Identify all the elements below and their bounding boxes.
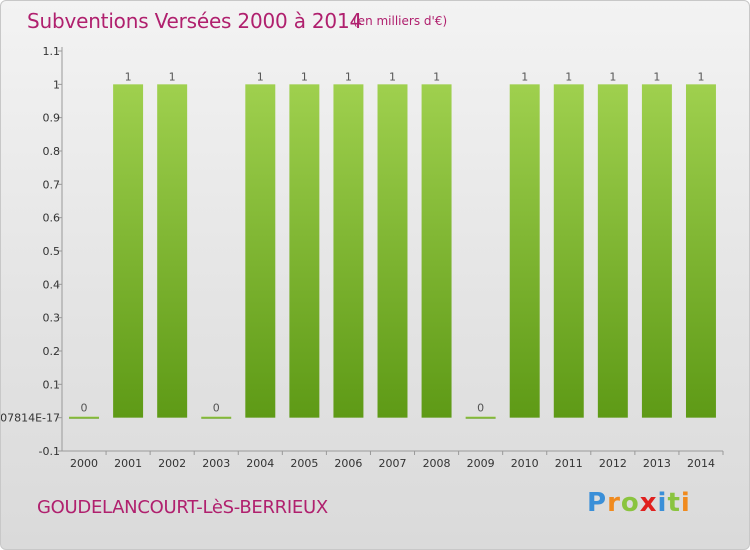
bar [201,416,232,419]
x-tick-label: 2002 [158,457,186,470]
x-tick-label: 2004 [246,457,274,470]
y-tick-label: -0.1 [39,445,60,458]
data-label: 1 [565,70,572,83]
logo-letter: x [639,488,658,518]
x-tick-label: 2011 [555,457,583,470]
data-label: 0 [81,402,88,415]
x-tick-label: 2000 [70,457,98,470]
y-tick-label: 0.7 [43,178,61,191]
bar [553,84,584,418]
bar [685,84,716,418]
commune-name: GOUDELANCOURT-LèS-BERRIEUX [37,497,328,518]
y-tick-label: 0.3 [43,312,61,325]
data-label: 1 [521,70,528,83]
data-label: 0 [477,402,484,415]
bars [69,84,716,419]
logo-letter: t [667,488,681,518]
x-tick-label: 2010 [511,457,539,470]
bar [421,84,452,418]
bar [289,84,320,418]
data-label: 1 [697,70,704,83]
x-tick-label: 2003 [202,457,230,470]
x-tick-label: 2012 [599,457,627,470]
bar [641,84,672,418]
bar [509,84,540,418]
x-tick-label: 2008 [423,457,451,470]
bar [245,84,276,418]
bar [465,416,496,419]
data-label: 1 [609,70,616,83]
logo-letter: r [607,488,621,518]
logo-letter: i [680,488,691,518]
bar [69,416,100,419]
data-label: 1 [653,70,660,83]
data-label: 1 [169,70,176,83]
bar [333,84,364,418]
bar [597,84,628,418]
x-tick-label: 2013 [643,457,671,470]
data-label: 0 [213,402,220,415]
data-label: 1 [345,70,352,83]
y-tick-label: 0.6 [43,212,61,225]
y-tick-label: 0.5 [43,245,61,258]
y-tick-label: 0.9 [43,112,61,125]
data-label: 1 [433,70,440,83]
data-labels: 0 1 1 0 1 1 1 1 1 0 1 1 1 1 1 [81,70,705,414]
data-label: 1 [301,70,308,83]
x-tick-label: 2009 [467,457,495,470]
x-tick-label: 2007 [379,457,407,470]
data-label: 1 [125,70,132,83]
chart-title: Subventions Versées 2000 à 2014 [27,9,363,33]
y-tick-label: 1.3877787807814E-17 [1,412,60,425]
logo-letter: i [657,488,668,518]
logo-letter: o [620,488,640,518]
bar [157,84,188,418]
y-tick-label: 0.8 [43,145,61,158]
y-tick-label: 0.4 [43,278,61,291]
x-axis: 2000 2001 2002 2003 2004 2005 2006 2007 2008 2009… [62,450,724,470]
chart-unit: (en milliers d'€) [353,14,448,28]
bar [113,84,144,418]
data-label: 1 [389,70,396,83]
y-tick-label: 1 [53,78,60,91]
data-label: 1 [257,70,264,83]
logo-letter: P [587,488,608,518]
y-tick-label: 0.1 [43,378,61,391]
x-tick-label: 2005 [290,457,318,470]
bar [377,84,408,418]
proxiti-logo: Proxiti [587,488,691,518]
x-tick-label: 2001 [114,457,142,470]
x-tick-label: 2006 [334,457,362,470]
y-tick-label: 0.2 [43,345,61,358]
y-tick-label: 1.1 [43,45,61,58]
y-axis: -0.1 1.3877787807814E-17 0.1 0.2 0.3 0.4 0.5 0.… [1,45,63,458]
x-tick-label: 2014 [687,457,715,470]
